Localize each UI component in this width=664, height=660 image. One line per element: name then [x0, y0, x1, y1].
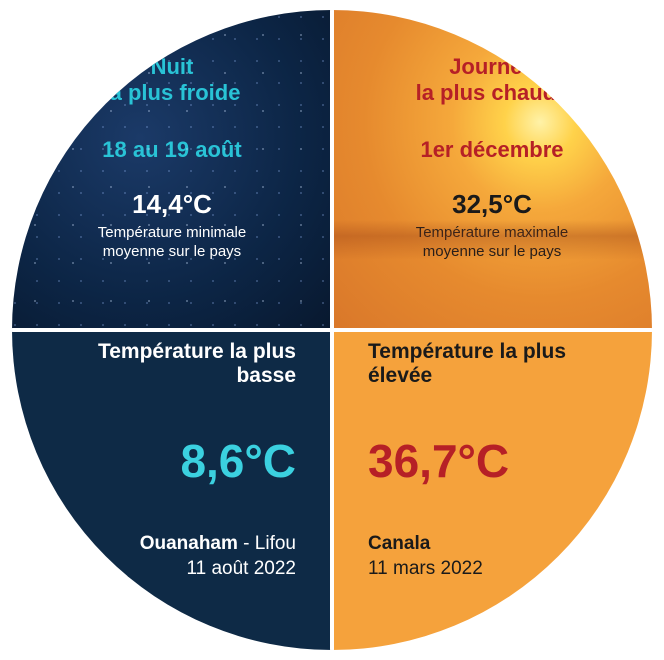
hottest-day-caption: Température maximale moyenne sur le pays: [416, 224, 569, 262]
title-line2: la plus froide: [104, 80, 241, 105]
hottest-day-temperature: 32,5°C: [452, 189, 532, 220]
caption-line2: moyenne sur le pays: [423, 243, 561, 260]
lowest-temp-value: 8,6°C: [180, 434, 296, 488]
temperature-infographic-wheel: Nuit la plus froide 18 au 19 août 14,4°C…: [12, 10, 652, 650]
title-line1: Nuit: [151, 54, 194, 79]
highest-temp-date: 11 mars 2022: [368, 558, 483, 579]
coldest-night-title: Nuit la plus froide: [104, 54, 241, 107]
highest-temp-location: Canala 11 mars 2022: [368, 532, 483, 581]
title-line2: la plus chaude: [416, 80, 569, 105]
lowest-temp-heading: Température la plus basse: [36, 340, 296, 388]
coldest-night-date: 18 au 19 août: [102, 137, 241, 163]
lowest-temp-location: Ouanaham - Lifou 11 août 2022: [140, 532, 296, 581]
title-line1: Journée: [449, 54, 535, 79]
highest-temp-heading: Température la plus élevée: [368, 340, 628, 388]
divider-vertical: [330, 10, 334, 650]
caption-line1: Température minimale: [98, 224, 246, 241]
hottest-day-date: 1er décembre: [420, 137, 563, 163]
highest-temp-value: 36,7°C: [368, 434, 509, 488]
quadrant-lowest-temp: Température la plus basse 8,6°C Ouanaham…: [12, 330, 332, 650]
quadrant-hottest-day: Journée la plus chaude 1er décembre 32,5…: [332, 10, 652, 330]
coldest-night-caption: Température minimale moyenne sur le pays: [98, 224, 246, 262]
location-rest: - Lifou: [238, 533, 296, 554]
caption-line2: moyenne sur le pays: [103, 243, 241, 260]
caption-line1: Température maximale: [416, 224, 569, 241]
location-bold: Canala: [368, 533, 430, 554]
quadrant-highest-temp: Température la plus élevée 36,7°C Canala…: [332, 330, 652, 650]
location-bold: Ouanaham: [140, 533, 238, 554]
quadrant-coldest-night: Nuit la plus froide 18 au 19 août 14,4°C…: [12, 10, 332, 330]
lowest-temp-date: 11 août 2022: [186, 558, 296, 579]
hottest-day-title: Journée la plus chaude: [416, 54, 569, 107]
coldest-night-temperature: 14,4°C: [132, 189, 212, 220]
